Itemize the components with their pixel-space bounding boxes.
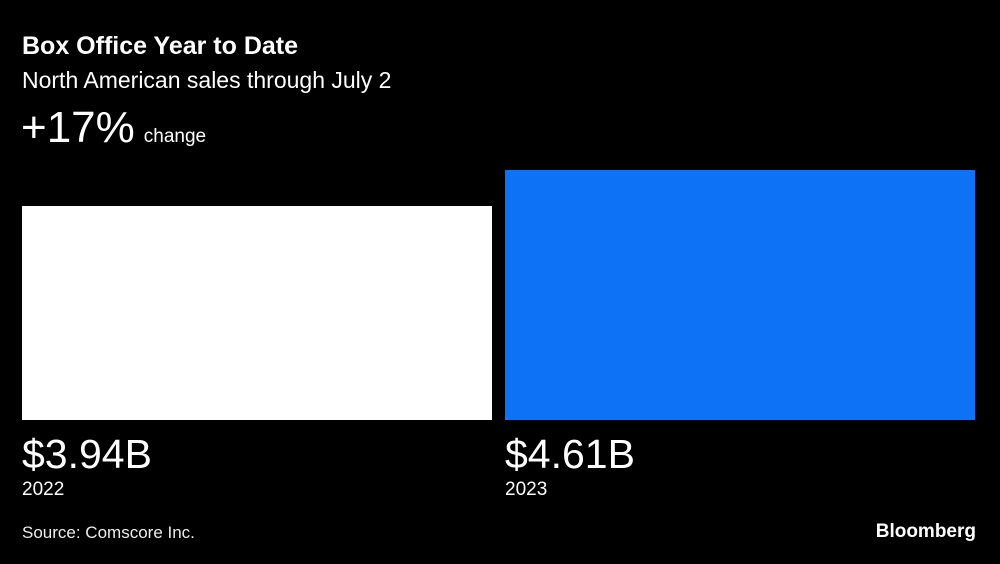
chart-title: Box Office Year to Date xyxy=(22,32,299,60)
bar-2022 xyxy=(22,206,492,420)
bar-category-2022: 2022 xyxy=(22,479,65,500)
change-value: +17% xyxy=(21,103,135,152)
bar-value-2022: $3.94B xyxy=(22,431,152,477)
bloomberg-logo: Bloomberg xyxy=(875,521,976,542)
source-text: Source: Comscore Inc. xyxy=(22,523,195,542)
change-label: change xyxy=(143,126,207,147)
chart-subtitle: North American sales through July 2 xyxy=(22,67,392,93)
bar-2023 xyxy=(505,170,975,420)
bar-category-2023: 2023 xyxy=(505,479,548,500)
change-annotation: +17% change xyxy=(21,103,207,152)
bar-value-2023: $4.61B xyxy=(505,431,635,477)
